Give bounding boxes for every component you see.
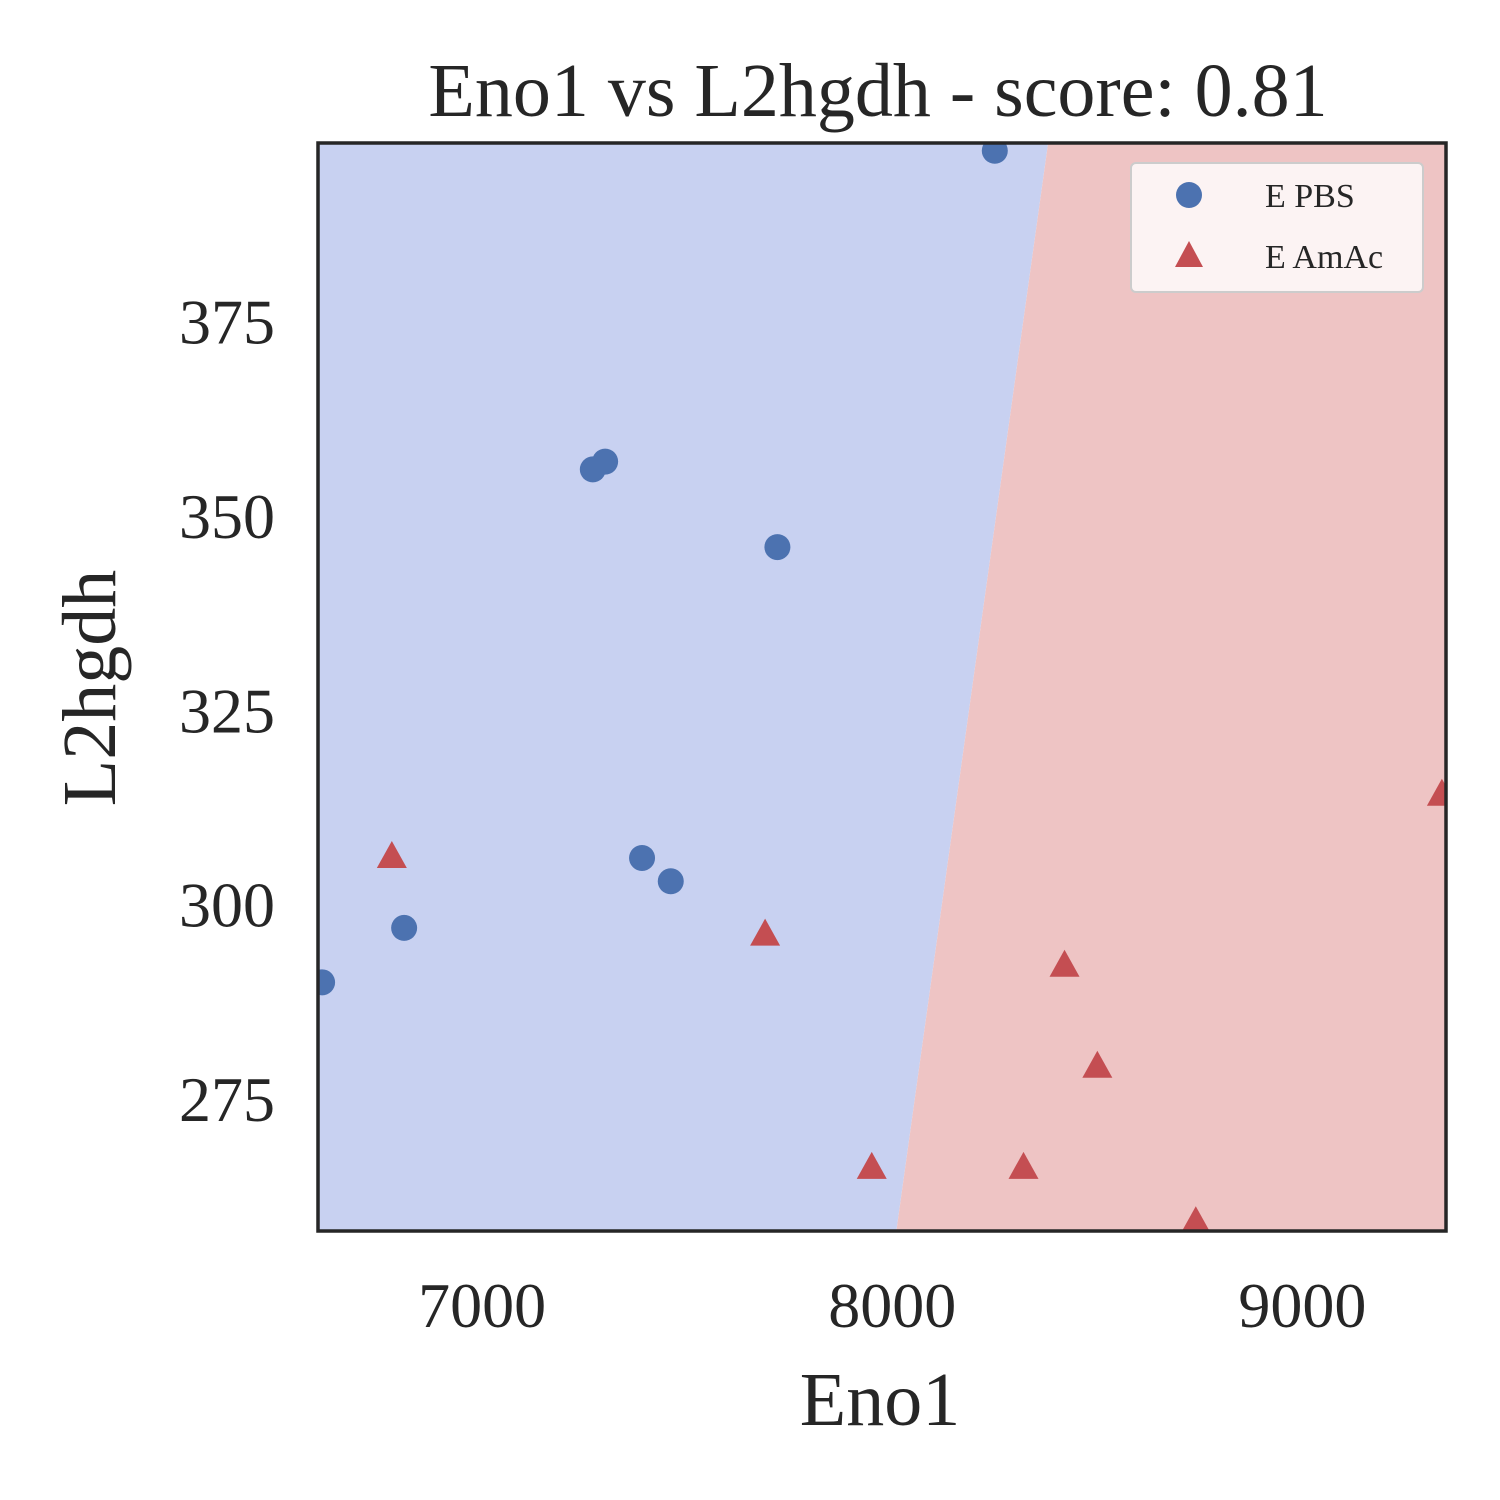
legend-label-e-amac: E AmAc xyxy=(1265,239,1383,276)
y-tick-label: 375 xyxy=(179,287,275,358)
chart-title: Eno1 vs L2hgdh - score: 0.81 xyxy=(428,49,1327,133)
y-axis-label: L2hgdh xyxy=(48,570,132,806)
point-e-amac xyxy=(1182,1206,1210,1231)
y-tick-label: 350 xyxy=(179,481,275,552)
point-e-pbs xyxy=(764,534,791,561)
point-e-amac xyxy=(1008,1151,1039,1179)
plot-frame xyxy=(316,141,1448,1233)
plot-area xyxy=(316,141,1448,1233)
y-tick-label: 300 xyxy=(179,870,275,941)
x-tick-label: 7000 xyxy=(418,1270,546,1341)
point-e-amac xyxy=(1426,778,1446,806)
point-e-pbs xyxy=(657,868,684,895)
legend-box xyxy=(1130,162,1424,293)
y-tick-label: 325 xyxy=(179,675,275,746)
legend-marker-e-pbs xyxy=(1176,182,1202,208)
legend-label-e-pbs: E PBS xyxy=(1265,178,1355,215)
region-e-amac xyxy=(896,143,1446,1231)
x-axis-ticks: 7000 8000 9000 xyxy=(418,1270,1366,1341)
point-e-amac xyxy=(856,1151,887,1179)
point-e-amac xyxy=(750,918,781,946)
x-axis-label: Eno1 xyxy=(800,1358,960,1442)
x-tick-label: 9000 xyxy=(1238,1270,1366,1341)
point-e-pbs xyxy=(629,844,656,871)
legend-marker-e-amac xyxy=(1175,241,1203,267)
decision-regions xyxy=(318,143,1446,1231)
point-e-amac xyxy=(376,840,407,868)
point-e-pbs xyxy=(981,143,1008,164)
y-axis-ticks: 275 300 325 350 375 xyxy=(179,287,275,1135)
point-e-amac xyxy=(1049,949,1080,977)
y-tick-label: 275 xyxy=(179,1064,275,1135)
point-e-pbs xyxy=(391,914,418,941)
point-e-amac xyxy=(1082,1050,1113,1078)
legend: E PBS E AmAc xyxy=(1130,162,1424,293)
region-e-pbs xyxy=(318,143,1049,1231)
point-e-pbs xyxy=(318,969,336,996)
point-e-pbs xyxy=(592,448,619,475)
x-tick-label: 8000 xyxy=(828,1270,956,1341)
data-points xyxy=(318,143,1446,1231)
